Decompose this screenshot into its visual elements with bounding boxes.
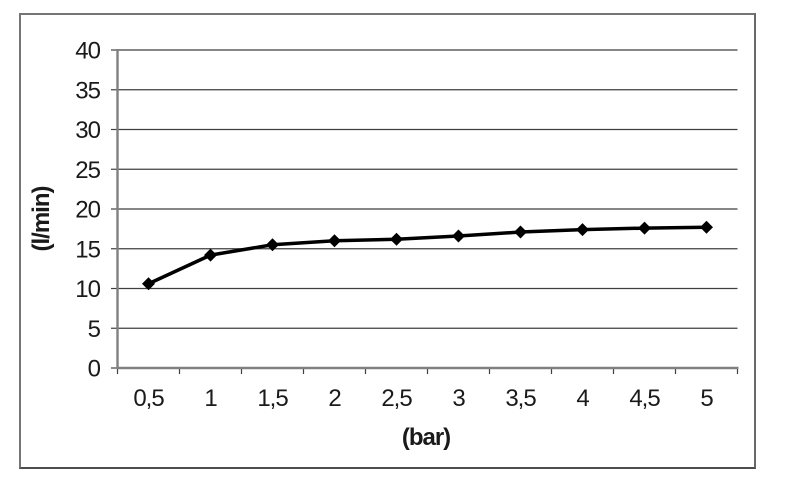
x-tick-label: 3: [452, 385, 465, 412]
x-tick-label: 2: [328, 385, 341, 412]
y-tick-label: 40: [75, 38, 100, 65]
data-point-marker: [142, 277, 155, 291]
x-tick-label: 1,5: [257, 385, 288, 412]
y-tick-label: 25: [75, 157, 100, 184]
x-tick-label: 4,5: [629, 385, 660, 412]
x-tick-label: 1: [204, 385, 217, 412]
data-point-marker: [638, 221, 651, 235]
x-tick-label: 0,5: [133, 385, 164, 412]
y-axis-title: (l/min): [28, 186, 55, 252]
series-line: [146, 225, 709, 286]
y-tick-label: 10: [75, 276, 100, 303]
x-axis-title: (bar): [401, 424, 451, 451]
y-tick-label: 5: [88, 316, 101, 343]
y-tick-label: 15: [75, 236, 100, 263]
data-point-marker: [328, 234, 341, 248]
data-point-marker: [576, 223, 589, 237]
data-point-marker: [390, 232, 403, 246]
y-tick-label: 30: [75, 117, 100, 144]
data-point-marker: [700, 220, 713, 234]
y-tick-label: 20: [75, 197, 100, 224]
x-tick-label: 5: [700, 385, 713, 412]
data-point-marker: [204, 248, 217, 262]
x-tick-label: 3,5: [505, 385, 536, 412]
data-point-marker: [266, 238, 279, 252]
x-tick-label: 4: [576, 385, 589, 412]
data-point-marker: [452, 229, 465, 243]
y-tick-label: 0: [88, 356, 101, 383]
data-point-marker: [514, 225, 527, 239]
y-tick-label: 35: [75, 77, 100, 104]
x-tick-label: 2,5: [381, 385, 412, 412]
